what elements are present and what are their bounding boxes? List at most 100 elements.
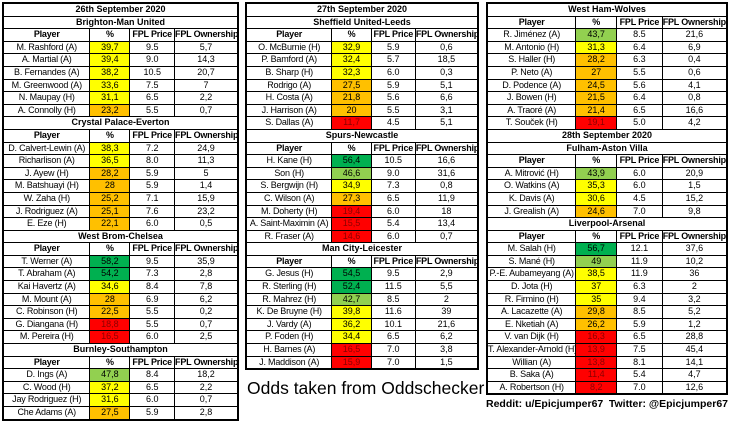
- player-cell: O. Watkins (A): [486, 179, 577, 193]
- price-cell: 5.9: [129, 405, 176, 421]
- match-title-row: Brighton-Man United: [2, 15, 239, 30]
- price-cell: 5.9: [370, 78, 416, 93]
- player-row: M. Pereira (H) 16,5 6.0 2,5: [2, 330, 239, 345]
- percent-cell: 37,2: [89, 380, 131, 395]
- player-row: Son (H) 46,6 9.0 31,6: [245, 166, 479, 181]
- player-cell: R. Jiménez (A): [486, 28, 577, 42]
- price-cell: 7.2: [129, 141, 176, 156]
- player-row: M. Salah (H) 56,7 12.1 37,6: [486, 242, 728, 256]
- percent-cell: 32,9: [331, 40, 372, 55]
- player-cell: R. Sterling (H): [245, 280, 333, 294]
- player-cell: T. Werner (A): [2, 254, 91, 269]
- ownership-cell: 2: [414, 292, 479, 307]
- player-cell: P. Foden (H): [245, 330, 333, 345]
- percent-cell: 43,9: [575, 166, 618, 181]
- ownership-cell: 4,1: [661, 78, 728, 93]
- column-header: FPL Price: [370, 28, 416, 42]
- player-cell: C. Robinson (H): [2, 305, 91, 319]
- percent-cell: 43,7: [575, 28, 618, 42]
- percent-cell: 39,4: [89, 53, 131, 67]
- column-header: %: [89, 128, 131, 143]
- ownership-cell: 6,6: [414, 91, 479, 105]
- player-row: J. Ayew (H) 28,2 5.9 5: [2, 166, 239, 181]
- player-row: J. Grealish (A) 24,6 7.0 9,8: [486, 204, 728, 219]
- date-header: 26th September 2020: [2, 2, 239, 17]
- ownership-cell: 18,5: [414, 53, 479, 67]
- ownership-cell: 6,2: [414, 330, 479, 345]
- player-cell: H. Costa (A): [245, 91, 333, 105]
- player-row: G. Diangana (H) 18,8 5.5 0,7: [2, 317, 239, 332]
- percent-cell: 24,6: [575, 204, 618, 219]
- percent-cell: 26,2: [575, 317, 618, 332]
- ownership-cell: 1,5: [661, 179, 728, 193]
- ownership-cell: 20,7: [174, 65, 239, 80]
- match-title: Crystal Palace-Everton: [2, 116, 239, 130]
- percent-cell: 52,4: [331, 280, 372, 294]
- column-28th-september: West Ham-Wolves Player% FPL Price FPL Owner…: [486, 2, 728, 410]
- player-row: M. Batshuayi (H) 28 5.9 1,4: [2, 179, 239, 193]
- player-cell: M. Batshuayi (H): [2, 179, 91, 193]
- percent-cell: 28,2: [89, 166, 131, 181]
- column-header: Player: [2, 128, 91, 143]
- column-header: Player: [486, 229, 577, 244]
- column-header: FPL Price: [129, 128, 176, 143]
- player-row: R. Firmino (H) 35 9.4 3,2: [486, 292, 728, 307]
- player-row: R. Sterling (H) 52,4 11.5 5,5: [245, 280, 479, 294]
- percent-cell: 28: [89, 179, 131, 193]
- price-cell: 8.5: [616, 305, 663, 319]
- column-header: Player: [245, 254, 333, 269]
- ownership-cell: 0,6: [414, 40, 479, 55]
- price-cell: 5.5: [129, 305, 176, 319]
- column-header: FPL Ownership (%): [174, 28, 239, 42]
- ownership-cell: 1,4: [174, 179, 239, 193]
- player-cell: T. Abraham (A): [2, 267, 91, 282]
- player-cell: D. Calvert-Lewin (A): [2, 141, 91, 156]
- column-header: FPL Price: [129, 28, 176, 42]
- ownership-cell: 0,7: [174, 317, 239, 332]
- price-cell: 12.1: [616, 242, 663, 256]
- price-cell: 7.5: [129, 78, 176, 93]
- ownership-cell: 45,4: [661, 343, 728, 357]
- player-row: R. Fraser (A) 14,6 6.0 0,7: [245, 229, 479, 244]
- player-row: E. Eze (H) 22,1 6.0 0,5: [2, 217, 239, 231]
- player-row: T. Abraham (A) 54,2 7.3 2,8: [2, 267, 239, 282]
- percent-cell: 27,3: [331, 191, 372, 206]
- price-cell: 10.5: [370, 154, 416, 168]
- player-cell: M. Salah (H): [486, 242, 577, 256]
- player-cell: J. Grealish (A): [486, 204, 577, 219]
- ownership-cell: 0,4: [661, 53, 728, 67]
- price-cell: 6.0: [129, 393, 176, 407]
- player-row: J. Bowen (H) 21,5 6.4 0,8: [486, 91, 728, 105]
- column-header: FPL Price: [129, 355, 176, 370]
- ownership-cell: 15,9: [174, 191, 239, 206]
- player-row: M. Doherty (H) 19,4 6.0 18: [245, 204, 479, 219]
- price-cell: 5.9: [370, 40, 416, 55]
- player-cell: N. Maupay (H): [2, 91, 91, 105]
- player-row: S. Mané (H) 49 11.9 10,2: [486, 254, 728, 269]
- percent-cell: 35,3: [575, 179, 618, 193]
- ownership-cell: 5,2: [661, 305, 728, 319]
- player-row: D. Podence (A) 24,5 5.6 4,1: [486, 78, 728, 93]
- percent-cell: 31,1: [89, 91, 131, 105]
- player-cell: A. Robertson (H): [486, 380, 577, 395]
- percent-cell: 54,5: [331, 267, 372, 282]
- player-cell: E. Eze (H): [2, 217, 91, 231]
- player-row: S. Bergwijn (H) 34,9 7.3 0,8: [245, 179, 479, 193]
- column-header: FPL Ownership (%): [414, 254, 479, 269]
- player-cell: A. Martial (A): [2, 53, 91, 67]
- price-cell: 7.6: [129, 204, 176, 219]
- price-cell: 5.9: [616, 317, 663, 332]
- percent-cell: 54,2: [89, 267, 131, 282]
- price-cell: 6.3: [616, 53, 663, 67]
- odds-source-note: Odds taken from Oddschecker: [247, 378, 485, 399]
- player-cell: Willian (A): [486, 355, 577, 370]
- price-cell: 7.0: [616, 204, 663, 219]
- ownership-cell: 5: [174, 166, 239, 181]
- percent-cell: 8,2: [575, 380, 618, 395]
- ownership-cell: 11,9: [414, 191, 479, 206]
- price-cell: 6.9: [129, 292, 176, 307]
